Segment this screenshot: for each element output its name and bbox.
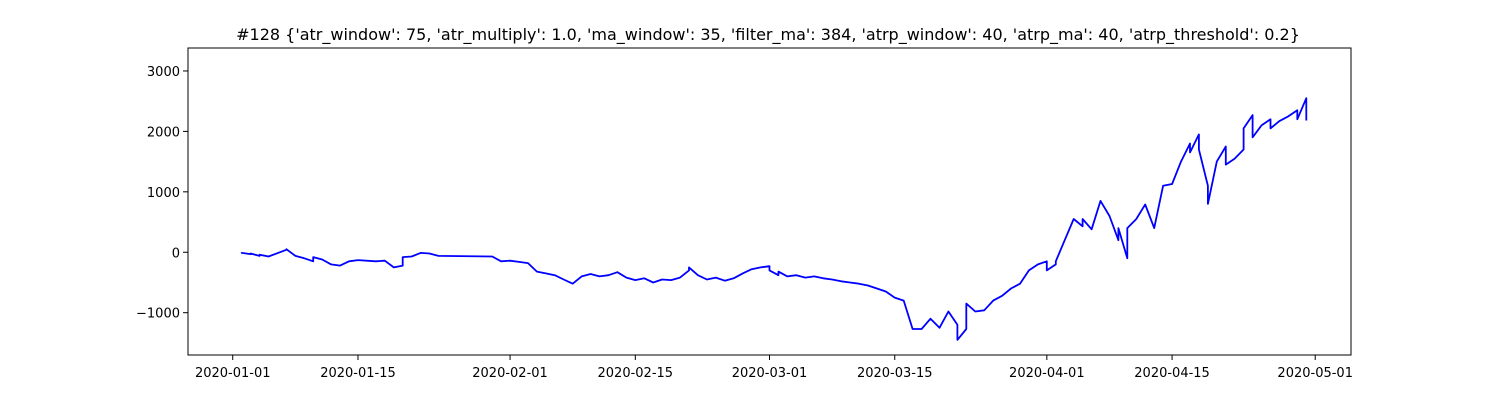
y-tick-label: −1000 bbox=[136, 307, 180, 322]
chart-title: #128 {'atr_window': 75, 'atr_multiply': … bbox=[236, 25, 1300, 45]
y-tick-label: 0 bbox=[172, 246, 180, 261]
x-tick-label: 2020-01-15 bbox=[320, 366, 396, 381]
y-tick-label: 2000 bbox=[147, 125, 180, 140]
x-tick-label: 2020-03-15 bbox=[857, 366, 933, 381]
y-tick-label: 1000 bbox=[147, 186, 180, 201]
x-tick-label: 2020-02-01 bbox=[472, 366, 548, 381]
plot-frame bbox=[187, 47, 1352, 356]
x-tick-label: 2020-05-01 bbox=[1277, 366, 1353, 381]
plot-series bbox=[240, 97, 1308, 341]
x-axis: 2020-01-01 2020-01-15 2020-02-01 2020-02-15… bbox=[195, 355, 1353, 381]
x-tick-label: 2020-04-01 bbox=[1009, 366, 1085, 381]
y-axis: −1000 0 1000 2000 3000 bbox=[136, 65, 188, 322]
x-tick-label: 2020-02-15 bbox=[598, 366, 674, 381]
x-tick-label: 2020-03-01 bbox=[732, 366, 808, 381]
x-tick-label: 2020-04-15 bbox=[1134, 366, 1210, 381]
x-tick-label: 2020-01-01 bbox=[195, 366, 271, 381]
y-tick-label: 3000 bbox=[147, 65, 180, 80]
series-line bbox=[240, 97, 1308, 341]
